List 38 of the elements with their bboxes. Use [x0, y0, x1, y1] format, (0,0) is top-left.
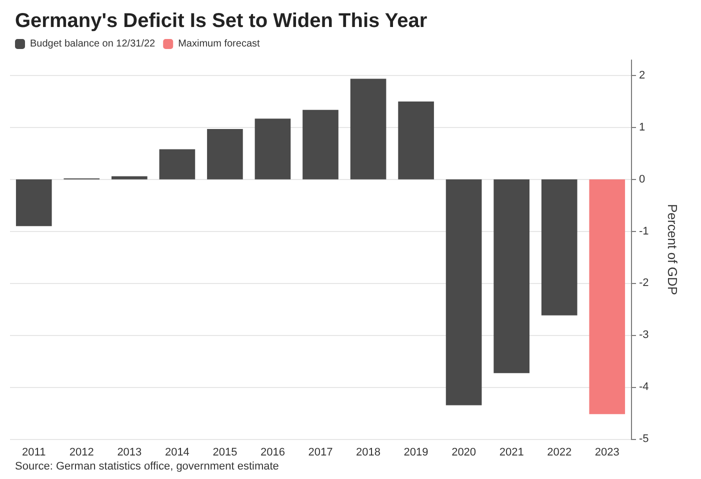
bar	[446, 179, 482, 406]
y-tick-label: -3	[639, 329, 649, 342]
y-tick-label: 1	[639, 121, 646, 134]
x-tick-label: 2021	[499, 446, 524, 458]
x-tick-label: 2014	[164, 446, 190, 458]
bar	[350, 78, 386, 180]
y-tick-label: -5	[639, 433, 649, 445]
bar	[16, 179, 52, 226]
y-tick-label: 2	[639, 70, 646, 82]
bar	[254, 118, 291, 180]
legend-label: Budget balance on 12/31/22	[30, 38, 156, 50]
x-tick-label: 2022	[547, 446, 572, 458]
y-tick-label: -4	[639, 381, 649, 394]
chart-title: Germany's Deficit Is Set to Widen This Year	[15, 10, 428, 32]
source-note: Source: German statistics office, government estimate	[15, 460, 279, 472]
x-tick-label: 2016	[260, 446, 285, 458]
bar	[159, 149, 196, 180]
y-axis-title: Percent of GDP	[665, 204, 680, 296]
x-tick-label: 2012	[69, 446, 94, 458]
x-tick-label: 2019	[404, 446, 428, 458]
x-tick-label: 2023	[594, 446, 620, 458]
bar	[541, 179, 578, 316]
bar	[398, 102, 434, 180]
legend-label: Maximum forecast	[178, 38, 260, 50]
bar	[589, 179, 626, 414]
bar	[494, 179, 530, 374]
bar	[207, 129, 243, 180]
x-tick-label: 2018	[356, 446, 381, 458]
y-tick-label: -1	[639, 225, 649, 238]
x-tick-label: 2015	[212, 446, 238, 458]
x-tick-label: 2011	[22, 446, 46, 458]
x-tick-label: 2020	[452, 446, 476, 458]
x-tick-label: 2013	[117, 446, 142, 458]
y-tick-label: 0	[639, 173, 646, 186]
bar	[302, 110, 338, 180]
bar	[112, 176, 148, 180]
x-tick-label: 2017	[308, 446, 333, 458]
y-tick-label: -2	[639, 277, 649, 290]
